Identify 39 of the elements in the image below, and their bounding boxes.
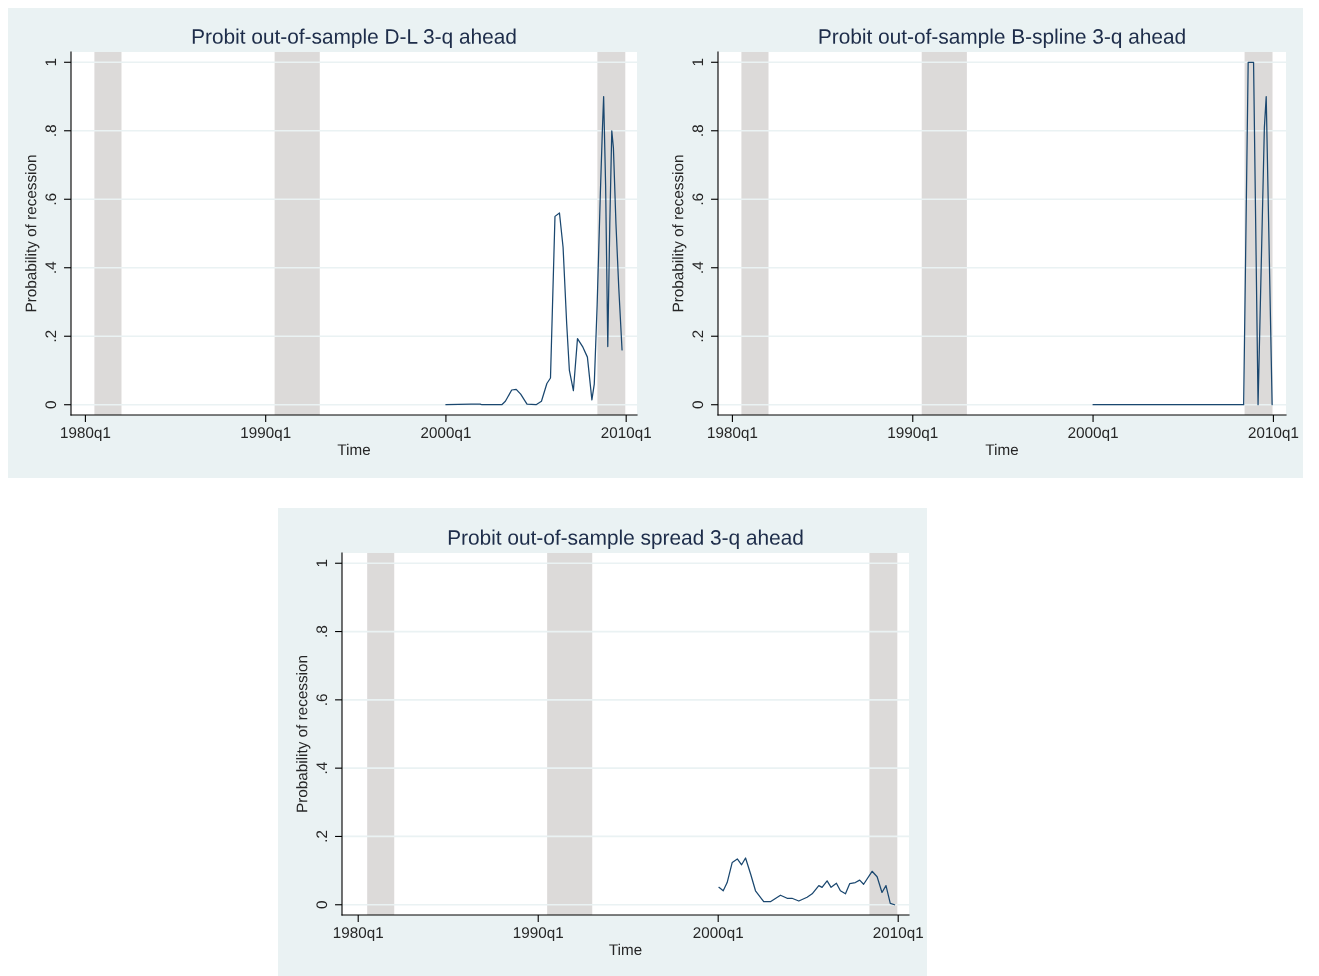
y-tick-label: .8: [692, 125, 704, 136]
y-tick-label: .4: [316, 762, 328, 774]
x-axis-title: Time: [985, 443, 1019, 456]
x-tick-label: 2000q1: [1068, 427, 1118, 442]
y-axis-title: Probability of recession: [296, 656, 311, 812]
y-tick-label: .2: [692, 330, 704, 342]
y-tick-label: 1: [45, 58, 57, 66]
y-tick-label: 0: [45, 401, 57, 409]
y-tick-label: .6: [45, 193, 57, 205]
y-tick-label: .4: [45, 261, 57, 273]
y-axis-title: Probability of recession: [25, 155, 40, 312]
chart-title: Probit out-of-sample spread 3-q ahead: [448, 529, 803, 549]
y-tick-label: .8: [316, 625, 328, 637]
chart-title: Probit out-of-sample D-L 3-q ahead: [192, 28, 516, 48]
y-tick-label: .8: [45, 125, 57, 136]
x-axis-title: Time: [337, 443, 371, 456]
x-tick-label: 2000q1: [421, 427, 471, 442]
x-tick-label: 2010q1: [1248, 427, 1299, 442]
y-tick-label: .6: [692, 193, 704, 205]
chart-title: Probit out-of-sample B-spline 3-q ahead: [819, 28, 1185, 48]
y-tick-label: 0: [316, 901, 328, 909]
y-tick-label: .6: [316, 694, 328, 705]
x-tick-label: 1980q1: [61, 427, 111, 442]
x-axis-title: Time: [609, 943, 642, 956]
y-tick-label: 1: [316, 559, 328, 567]
x-tick-label: 1990q1: [888, 427, 938, 442]
x-tick-label: 2000q1: [693, 927, 743, 942]
x-tick-label: 2010q1: [873, 927, 923, 942]
y-axis-title: Probability of recession: [672, 155, 687, 312]
x-tick-label: 1980q1: [708, 427, 758, 442]
y-tick-label: 0: [692, 401, 704, 409]
x-tick-label: 1980q1: [333, 927, 383, 942]
x-tick-label: 1990q1: [513, 927, 563, 942]
x-tick-label: 1990q1: [241, 427, 291, 442]
y-tick-label: .2: [316, 830, 328, 842]
y-tick-label: .4: [692, 261, 704, 273]
x-tick-label: 2010q1: [601, 427, 651, 442]
y-tick-label: .2: [45, 330, 57, 342]
y-tick-label: 1: [692, 58, 704, 66]
